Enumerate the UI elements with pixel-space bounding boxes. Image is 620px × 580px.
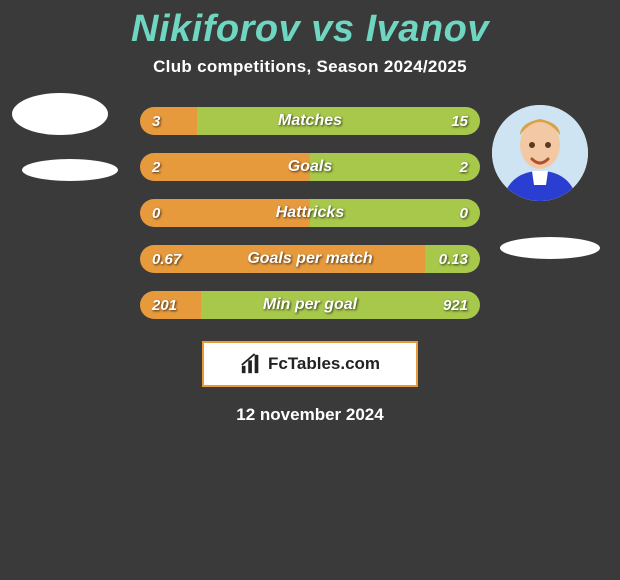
stat-bar-left bbox=[140, 291, 201, 319]
stat-bar-right bbox=[310, 153, 480, 181]
stat-row: Min per goal201921 bbox=[140, 291, 480, 319]
bar-chart-icon bbox=[240, 353, 262, 375]
stat-bar-left bbox=[140, 107, 197, 135]
player-left-avatar-placeholder bbox=[12, 93, 108, 135]
subtitle: Club competitions, Season 2024/2025 bbox=[0, 57, 620, 77]
player-right-shadow bbox=[500, 237, 600, 259]
stat-bar-right bbox=[201, 291, 480, 319]
stat-bar-right bbox=[197, 107, 480, 135]
comparison-infographic: Nikiforov vs Ivanov Club competitions, S… bbox=[0, 0, 620, 580]
stat-row: Goals22 bbox=[140, 153, 480, 181]
player-left-shadow bbox=[22, 159, 118, 181]
stat-row: Matches315 bbox=[140, 107, 480, 135]
brand-box: FcTables.com bbox=[202, 341, 418, 387]
brand-text: FcTables.com bbox=[268, 354, 380, 374]
date-footer: 12 november 2024 bbox=[0, 405, 620, 425]
stat-bar-left bbox=[140, 245, 425, 273]
player-right-avatar bbox=[492, 105, 588, 201]
avatar-icon bbox=[492, 105, 588, 201]
content-area: Matches315 Goals22 Hattricks00 Goals per ma… bbox=[0, 107, 620, 425]
stat-bar-right bbox=[310, 199, 480, 227]
stat-row: Hattricks00 bbox=[140, 199, 480, 227]
stat-bar-left bbox=[140, 153, 310, 181]
stat-bar-left bbox=[140, 199, 310, 227]
stat-bar-right bbox=[425, 245, 480, 273]
stat-bars: Matches315 Goals22 Hattricks00 Goals per ma… bbox=[140, 107, 480, 319]
page-title: Nikiforov vs Ivanov bbox=[0, 0, 620, 51]
stat-row: Goals per match0.670.13 bbox=[140, 245, 480, 273]
